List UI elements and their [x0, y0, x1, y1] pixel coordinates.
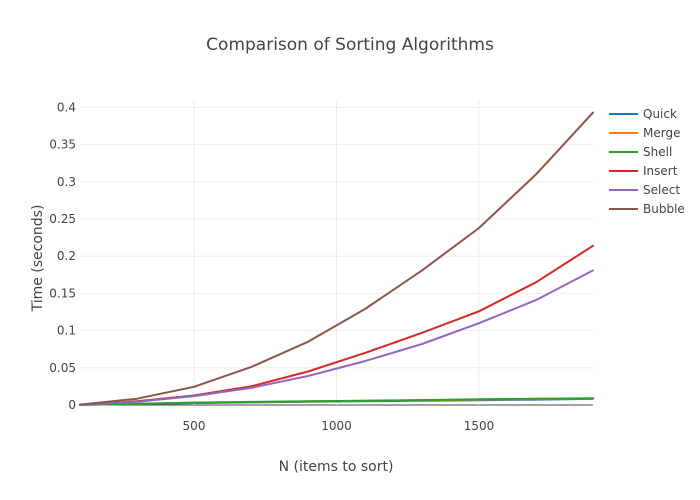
y-tick-label: 0 — [68, 398, 76, 412]
legend-item-merge[interactable]: Merge — [609, 126, 680, 140]
x-tick-label: 1000 — [321, 419, 352, 433]
y-tick-label: 0.4 — [57, 100, 76, 114]
y-axis-title: Time (seconds) — [30, 205, 46, 313]
tick-layer: 0 0.05 0.1 0.15 0.2 0.25 0.3 0.35 0.4 500 1000 1500 — [49, 100, 494, 433]
y-tick-label: 0.1 — [57, 324, 76, 338]
y-tick-label: 0.35 — [49, 138, 76, 152]
legend-item-insert[interactable]: Insert — [609, 164, 678, 178]
y-tick-label: 0.15 — [49, 286, 76, 300]
legend-item-shell[interactable]: Shell — [609, 145, 672, 159]
x-axis-title: N (items to sort) — [279, 459, 394, 475]
legend-label: Shell — [643, 145, 672, 159]
series-line-bubble — [79, 111, 594, 406]
legend-label: Insert — [643, 164, 678, 178]
y-tick-label: 0.05 — [49, 361, 76, 375]
y-tick-label: 0.25 — [49, 212, 76, 226]
x-tick-label: 1500 — [464, 419, 495, 433]
legend-label: Bubble — [643, 202, 685, 216]
y-tick-label: 0.2 — [57, 249, 76, 263]
legend-item-quick[interactable]: Quick — [609, 107, 677, 121]
y-tick-label: 0.3 — [57, 175, 76, 189]
legend-label: Quick — [643, 107, 677, 121]
series-layer — [79, 111, 594, 406]
series-line-select — [79, 269, 594, 406]
chart-title: Comparison of Sorting Algorithms — [206, 35, 494, 55]
x-tick-label: 500 — [183, 419, 206, 433]
legend-label: Select — [643, 183, 680, 197]
legend-label: Merge — [643, 126, 680, 140]
legend-item-select[interactable]: Select — [609, 183, 680, 197]
series-line-shell — [79, 397, 594, 406]
legend[interactable]: Quick Merge Shell Insert Select Bubble — [609, 107, 685, 216]
legend-item-bubble[interactable]: Bubble — [609, 202, 685, 216]
